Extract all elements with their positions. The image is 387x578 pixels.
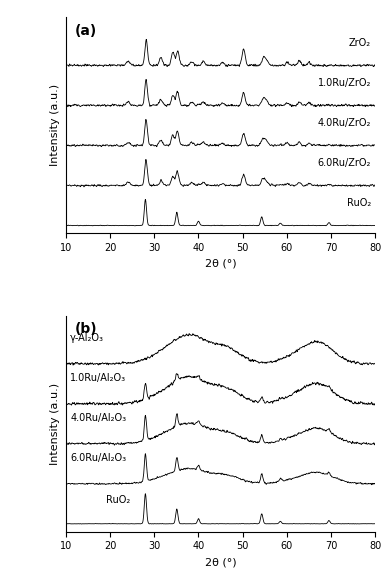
Text: γ-Al₂O₃: γ-Al₂O₃ xyxy=(70,332,104,343)
Text: 1.0Ru/Al₂O₃: 1.0Ru/Al₂O₃ xyxy=(70,373,126,383)
Y-axis label: Intensity (a.u.): Intensity (a.u.) xyxy=(50,383,60,465)
Text: (a): (a) xyxy=(75,24,97,38)
Text: 6.0Ru/ZrO₂: 6.0Ru/ZrO₂ xyxy=(318,158,371,168)
Text: 4.0Ru/ZrO₂: 4.0Ru/ZrO₂ xyxy=(318,118,371,128)
X-axis label: 2θ (°): 2θ (°) xyxy=(205,259,236,269)
Text: 6.0Ru/Al₂O₃: 6.0Ru/Al₂O₃ xyxy=(70,453,126,463)
Text: RuO₂: RuO₂ xyxy=(347,198,371,209)
X-axis label: 2θ (°): 2θ (°) xyxy=(205,557,236,567)
Text: 1.0Ru/ZrO₂: 1.0Ru/ZrO₂ xyxy=(318,79,371,88)
Text: ZrO₂: ZrO₂ xyxy=(349,38,371,49)
Text: RuO₂: RuO₂ xyxy=(106,495,130,505)
Y-axis label: Intensity (a.u.): Intensity (a.u.) xyxy=(50,84,60,166)
Text: 4.0Ru/Al₂O₃: 4.0Ru/Al₂O₃ xyxy=(70,413,126,423)
Text: (b): (b) xyxy=(75,322,98,336)
